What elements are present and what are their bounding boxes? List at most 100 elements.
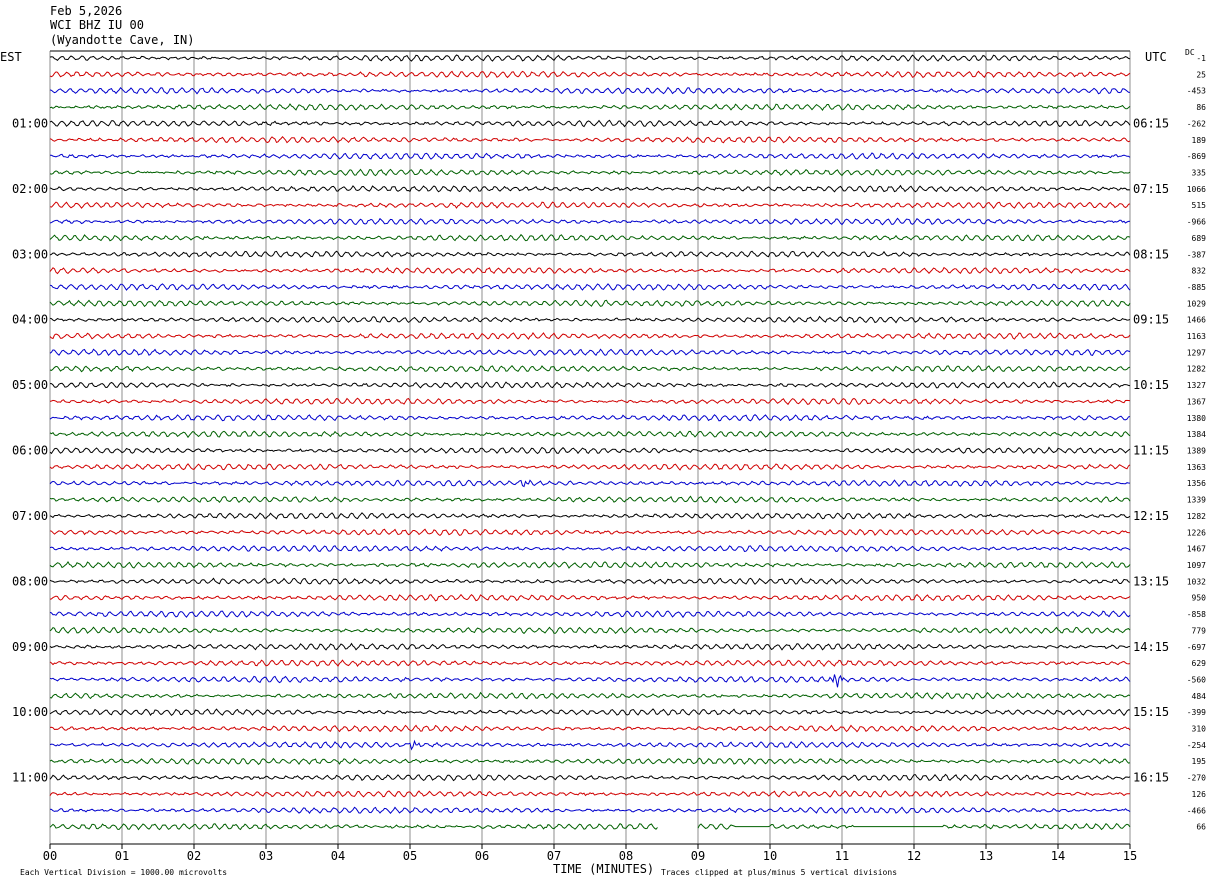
trace-row-8: [49, 184, 1131, 193]
dc-offset-label-33: 950: [1192, 594, 1207, 603]
trace-row-12: [49, 250, 1131, 258]
dc-offset-label-38: -560: [1187, 675, 1206, 684]
right-time-label-0915: 09:15: [1133, 313, 1169, 327]
dc-offset-label-2: -453: [1187, 87, 1206, 96]
dc-offset-label-7: 335: [1192, 168, 1207, 177]
dc-offset-label-25: 1363: [1187, 463, 1206, 472]
dc-offset-label-28: 1282: [1187, 512, 1206, 521]
left-time-label-0100: 01:00: [12, 116, 48, 130]
station-label: WCI BHZ IU 00: [50, 18, 144, 32]
dc-offset-label-26: 1356: [1187, 479, 1206, 488]
dc-offset-label-15: 1029: [1187, 299, 1206, 308]
dc-offset-label-17: 1163: [1187, 332, 1206, 341]
dc-offset-label-19: 1282: [1187, 365, 1206, 374]
trace-row-4: [49, 119, 1131, 128]
trace-row-18: [49, 348, 1131, 356]
dc-header-label: DC: [1185, 48, 1195, 57]
right-time-label-0815: 08:15: [1133, 247, 1169, 261]
trace-row-39: [49, 691, 1131, 700]
trace-row-31: [49, 560, 1131, 569]
right-time-label-1215: 12:15: [1133, 509, 1169, 523]
left-time-label-0500: 05:00: [12, 378, 48, 392]
trace-row-42: [49, 739, 1131, 751]
dc-offset-label-36: -697: [1187, 643, 1206, 652]
trace-row-7: [49, 168, 1131, 177]
trace-row-21: [49, 397, 1131, 406]
dc-offset-label-44: -270: [1187, 774, 1206, 783]
trace-row-47-seg-0: [49, 823, 658, 831]
trace-row-13: [49, 266, 1131, 275]
trace-row-37: [49, 659, 1131, 668]
right-time-label-1315: 13:15: [1133, 574, 1169, 588]
trace-row-44: [49, 773, 1131, 782]
x-tick-label-06: 06: [475, 849, 489, 863]
dc-offset-label-24: 1389: [1187, 447, 1206, 456]
left-time-label-0900: 09:00: [12, 640, 48, 654]
dc-offset-label-10: -966: [1187, 218, 1206, 227]
scale-note: Each Vertical Division = 1000.00 microvo…: [20, 868, 228, 877]
clip-note: Traces clipped at plus/minus 5 vertical …: [661, 868, 898, 877]
x-tick-label-10: 10: [763, 849, 777, 863]
x-tick-label-11: 11: [835, 849, 849, 863]
date-label: Feb 5,2026: [50, 4, 123, 18]
dc-offset-label-11: 689: [1192, 234, 1207, 243]
dc-offset-label-30: 1467: [1187, 545, 1206, 554]
dc-offset-label-14: -885: [1187, 283, 1206, 292]
trace-row-22: [49, 414, 1131, 422]
dc-offset-label-46: -466: [1187, 806, 1206, 815]
dc-offset-label-22: 1380: [1187, 414, 1206, 423]
trace-row-29: [49, 528, 1131, 537]
dc-offset-label-37: 629: [1192, 659, 1207, 668]
right-time-label-0715: 07:15: [1133, 182, 1169, 196]
right-time-label-0615: 06:15: [1133, 116, 1169, 130]
trace-row-20: [50, 381, 1131, 389]
trace-row-15: [49, 299, 1131, 308]
trace-row-10: [49, 217, 1131, 226]
trace-row-23: [49, 430, 1131, 439]
dc-offset-label-5: 189: [1192, 136, 1207, 145]
dc-offset-label-43: 195: [1192, 757, 1207, 766]
left-time-label-1100: 11:00: [12, 771, 48, 785]
x-tick-label-12: 12: [907, 849, 921, 863]
dc-offset-label-20: 1327: [1187, 381, 1206, 390]
x-tick-label-01: 01: [115, 849, 129, 863]
left-time-label-0800: 08:00: [12, 574, 48, 588]
right-time-label-1515: 15:15: [1133, 705, 1169, 719]
x-tick-label-07: 07: [547, 849, 561, 863]
dc-offset-label-4: -262: [1187, 119, 1206, 128]
right-time-label-1015: 10:15: [1133, 378, 1169, 392]
x-tick-label-03: 03: [259, 849, 273, 863]
trace-row-16: [49, 315, 1131, 324]
dc-offset-label-0: -1: [1196, 54, 1206, 63]
dc-offset-label-34: -858: [1187, 610, 1206, 619]
trace-row-3: [49, 103, 1131, 111]
left-time-label-1000: 10:00: [12, 705, 48, 719]
dc-offset-label-32: 1032: [1187, 577, 1206, 586]
dc-offset-label-27: 1339: [1187, 496, 1206, 505]
left-time-label-0200: 02:00: [12, 182, 48, 196]
dc-offset-label-18: 1297: [1187, 348, 1206, 357]
trace-row-43: [49, 757, 1131, 766]
x-tick-label-02: 02: [187, 849, 201, 863]
left-time-label-0700: 07:00: [12, 509, 48, 523]
dc-offset-label-13: 832: [1192, 267, 1207, 276]
dc-offset-label-29: 1226: [1187, 528, 1206, 537]
right-time-label-1415: 14:15: [1133, 640, 1169, 654]
trace-row-30: [49, 544, 1131, 553]
trace-row-14: [49, 283, 1131, 291]
dc-offset-label-23: 1384: [1187, 430, 1206, 439]
location-label: (Wyandotte Cave, IN): [50, 33, 195, 47]
trace-row-40: [49, 708, 1131, 717]
dc-offset-label-31: 1097: [1187, 561, 1206, 570]
dc-offset-label-16: 1466: [1187, 316, 1206, 325]
dc-offset-label-42: -254: [1187, 741, 1206, 750]
dc-offset-label-6: -869: [1187, 152, 1206, 161]
trace-row-25: [49, 463, 1131, 471]
right-time-label-1615: 16:15: [1133, 771, 1169, 785]
trace-row-11: [49, 233, 1131, 242]
right-timezone-label: UTC: [1145, 50, 1167, 64]
x-axis-label: TIME (MINUTES): [553, 862, 655, 876]
trace-row-2: [49, 86, 1131, 95]
x-tick-label-04: 04: [331, 849, 345, 863]
